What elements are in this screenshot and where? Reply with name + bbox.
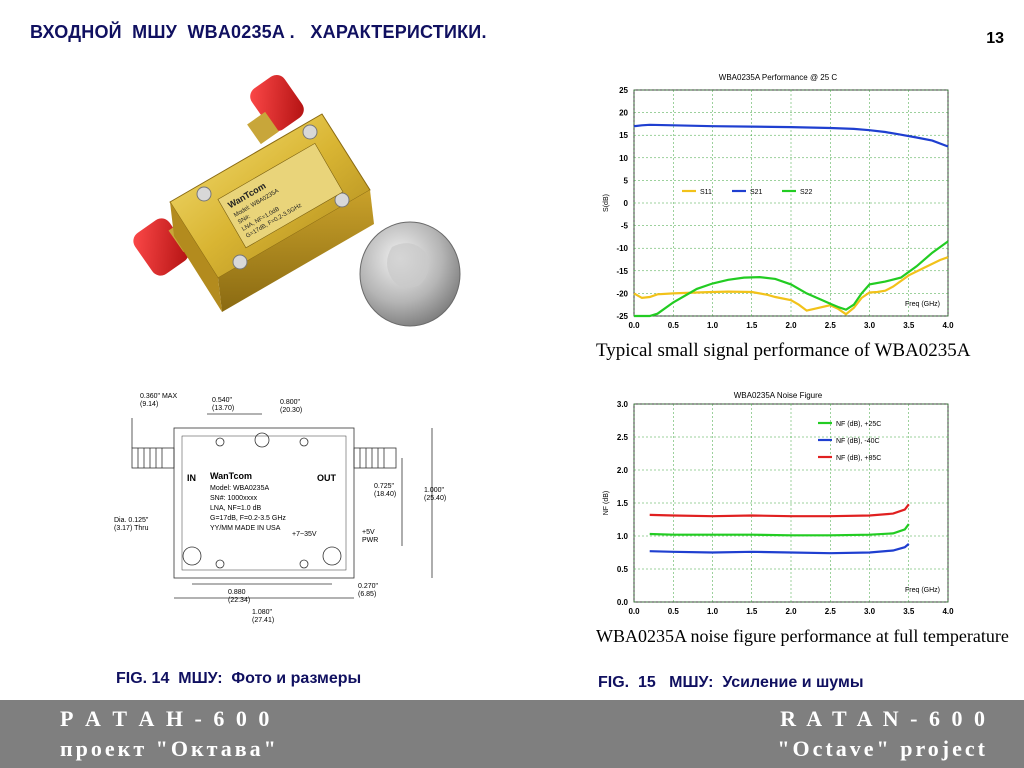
- dimension-drawing: IN OUT WanTcom Model: WBA0235A SN#: 1000…: [114, 393, 446, 624]
- caption-left: FIG. 14 МШУ: Фото и размеры: [116, 670, 362, 687]
- drawing-port-in: IN: [187, 473, 196, 483]
- y-tick-label: 25: [619, 86, 628, 95]
- s-parameter-chart: WBA0235A Performance @ 25 C 0.0 0.5 1.0 1.5…: [596, 70, 960, 370]
- footer-right-line2: "Octave" project: [777, 736, 988, 761]
- chart-caption: Typical small signal performance of WBA0…: [596, 340, 971, 361]
- dim-h1000: 1.000" (25.40): [424, 487, 446, 502]
- x-axis-label: Freq (GHz): [905, 587, 940, 594]
- x-tick-label: 2.5: [825, 607, 837, 616]
- series-line: [649, 543, 910, 555]
- y-tick-label: 1.5: [617, 499, 629, 508]
- y-tick-label: -25: [616, 312, 628, 321]
- drawing-port-out: OUT: [317, 473, 337, 483]
- caption-right: FIG. 15 МШУ: Усиление и шумы: [598, 674, 864, 691]
- y-tick-label: 2.5: [617, 433, 629, 442]
- dim-w1080: 1.080" (27.41): [252, 609, 274, 624]
- y-tick-label: 20: [619, 109, 628, 118]
- chart-title: WBA0235A Noise Figure: [734, 391, 823, 400]
- legend-label: S22: [800, 189, 813, 196]
- x-tick-label: 3.0: [864, 607, 876, 616]
- dim-h270: 0.270" (6.85): [358, 583, 379, 598]
- legend-label: S11: [700, 189, 712, 196]
- y-tick-label: 0: [624, 199, 629, 208]
- amplifier-photo: WanTcom Model: WBA0235A SN#: LNA, NF=1.0…: [133, 74, 461, 327]
- series-line: [649, 523, 910, 537]
- chart-caption: WBA0235A noise figure performance at ful…: [596, 626, 1009, 646]
- drawing-label-3: LNA, NF=1.0 dB: [210, 505, 261, 512]
- drawing-label-2: SN#: 1000xxxx: [210, 495, 258, 502]
- series-line: [634, 240, 949, 318]
- y-tick-label: -20: [616, 289, 628, 298]
- series-line: [649, 503, 910, 518]
- x-tick-label: 1.5: [746, 607, 758, 616]
- dim-pwr: +5V PWR: [362, 529, 378, 544]
- legend-label: NF (dB), +25C: [836, 421, 881, 428]
- dim-w540: 0.540" (13.70): [212, 397, 234, 412]
- noise-figure-chart: WBA0235A Noise Figure 0.0 0.5 1.0 1.5 2.0 2.5…: [596, 388, 960, 628]
- footer: Р А Т А Н - 6 0 0 проект "Октава" R A T …: [0, 700, 1024, 768]
- x-tick-label: 0.0: [628, 607, 640, 616]
- x-tick-label: 1.5: [746, 321, 758, 330]
- x-tick-label: 4.0: [942, 607, 954, 616]
- footer-right-line1: R A T A N - 6 0 0: [780, 706, 988, 731]
- x-tick-label: 2.0: [785, 607, 797, 616]
- drawing-label-1: Model: WBA0235A: [210, 485, 269, 492]
- slide-title: ВХОДНОЙ МШУ WBA0235A . ХАРАКТЕРИСТИКИ.: [30, 22, 487, 42]
- legend-label: NF (dB), +85C: [836, 455, 881, 462]
- page-number: 13: [986, 30, 1004, 47]
- dim-dia: Dia. 0.125" (3.17) Thru: [114, 517, 149, 532]
- y-tick-label: -15: [616, 267, 628, 276]
- dim-w880: 0.880 (22.34): [228, 589, 250, 604]
- x-tick-label: 3.5: [903, 607, 915, 616]
- y-tick-label: 10: [619, 154, 628, 163]
- footer-left-line2: проект "Октава": [60, 736, 279, 761]
- x-tick-label: 2.0: [785, 321, 797, 330]
- x-tick-label: 1.0: [707, 607, 719, 616]
- chart-title: WBA0235A Performance @ 25 C: [719, 73, 838, 82]
- footer-left-line1: Р А Т А Н - 6 0 0: [60, 706, 273, 731]
- y-tick-label: 3.0: [617, 400, 629, 409]
- y-tick-label: 15: [619, 131, 628, 140]
- drawing-body: [173, 427, 355, 579]
- y-tick-label: 5: [624, 176, 629, 185]
- legend-label: NF (dB), -40C: [836, 438, 880, 445]
- x-tick-label: 0.5: [668, 607, 680, 616]
- series-line: [633, 123, 949, 148]
- x-tick-label: 0.5: [668, 321, 680, 330]
- x-tick-label: 4.0: [942, 321, 954, 330]
- drawing-label-4: G=17dB, F=0.2-3.5 GHz: [210, 515, 286, 522]
- y-tick-label: 0.5: [617, 565, 629, 574]
- y-tick-label: 2.0: [617, 466, 629, 475]
- legend-label: S21: [750, 189, 763, 196]
- dim-max-height: 0.360" MAX (9.14): [140, 393, 177, 408]
- x-tick-label: 0.0: [628, 321, 640, 330]
- x-tick-label: 1.0: [707, 321, 719, 330]
- x-axis-label: Freq (GHz): [905, 301, 940, 308]
- x-tick-label: 3.0: [864, 321, 876, 330]
- x-tick-label: 2.5: [825, 321, 837, 330]
- drawing-label-5: YY/MM MADE IN USA: [210, 525, 281, 532]
- y-tick-label: 1.0: [617, 532, 629, 541]
- y-tick-label: -10: [616, 244, 628, 253]
- drawing-supply: +7~35V: [292, 531, 317, 538]
- sma-connector-out: [247, 74, 304, 145]
- y-tick-label: 0.0: [617, 598, 629, 607]
- drawing-brand: WanTcom: [210, 471, 252, 481]
- y-axis-label: S(dB): [603, 194, 610, 212]
- y-tick-label: -5: [621, 222, 629, 231]
- series-line: [633, 256, 949, 316]
- x-tick-label: 3.5: [903, 321, 915, 330]
- dim-h725: 0.725" (18.40): [374, 483, 396, 498]
- y-axis-label: NF (dB): [603, 491, 610, 516]
- dim-w800: 0.800" (20.30): [280, 399, 302, 414]
